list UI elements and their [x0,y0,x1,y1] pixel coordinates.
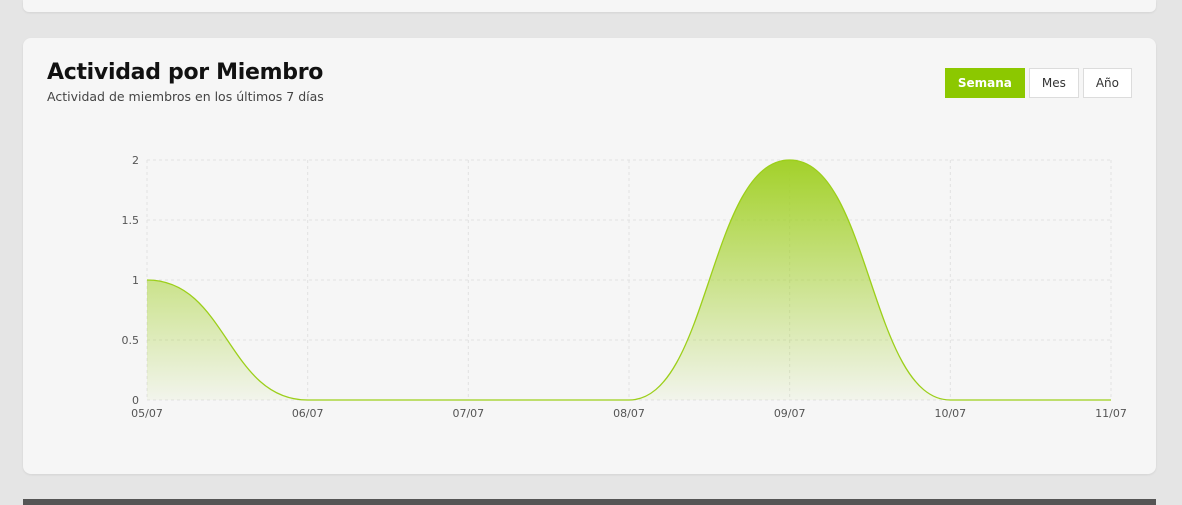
y-tick-label: 2 [132,154,139,167]
series-line [146,159,1111,401]
x-tick-label: 11/07 [1095,407,1127,420]
series-area [147,160,1111,400]
range-year-button[interactable]: Año [1082,68,1132,98]
chart-grid [146,159,1112,401]
activity-area-chart: 0 0.5 1 1.5 2 05/07 06/07 07/07 08/07 09/07 10/07… [122,154,1127,420]
y-axis-ticks: 0 0.5 1 1.5 2 [122,154,140,407]
y-tick-label: 0.5 [122,334,140,347]
range-week-button[interactable]: Semana [944,68,1025,98]
x-tick-label: 09/07 [774,407,806,420]
x-tick-label: 08/07 [613,407,645,420]
x-tick-label: 06/07 [292,407,324,420]
range-selector: Semana Mes Año [941,68,1132,98]
range-month-button[interactable]: Mes [1028,68,1079,98]
footer-bar [23,499,1156,505]
x-tick-label: 05/07 [131,407,163,420]
x-tick-label: 10/07 [934,407,966,420]
panel-title: Actividad por Miembro [47,60,324,85]
y-tick-label: 1 [132,274,139,287]
y-tick-label: 1.5 [122,214,140,227]
member-activity-panel: Actividad por Miembro Actividad de miemb… [23,38,1156,474]
x-tick-label: 07/07 [452,407,484,420]
y-tick-label: 0 [132,394,139,407]
previous-panel [23,0,1156,12]
x-axis-ticks: 05/07 06/07 07/07 08/07 09/07 10/07 11/07 [131,407,1127,420]
panel-subtitle: Actividad de miembros en los últimos 7 d… [47,89,324,104]
